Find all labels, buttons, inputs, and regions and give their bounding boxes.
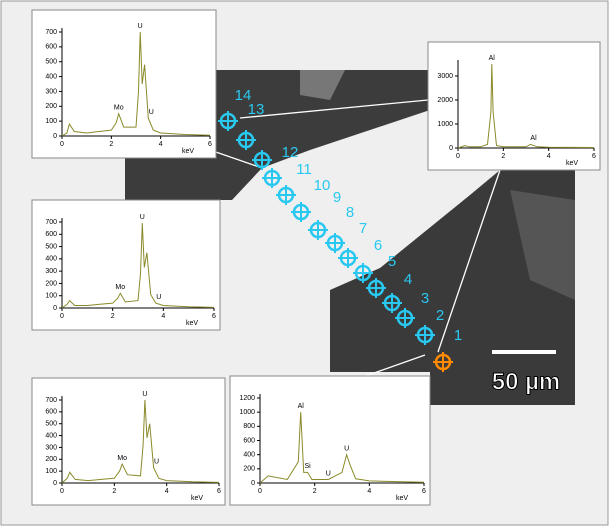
point-label: 8 <box>346 204 354 221</box>
point-label: 1 <box>454 327 462 344</box>
figure: 1234567891011121314 50 µm 01002003004005… <box>0 0 610 527</box>
peak-label: U <box>154 458 159 465</box>
peak-label: Mo <box>114 105 124 112</box>
peak-label: U <box>149 109 154 116</box>
x-tick-label: 6 <box>592 153 596 160</box>
x-axis-label: keV <box>191 495 203 502</box>
peak-label: U <box>140 214 145 221</box>
y-tick-label: 500 <box>45 59 57 66</box>
x-axis-label: keV <box>182 148 194 155</box>
y-tick-label: 700 <box>45 397 57 404</box>
y-tick-label: 600 <box>45 231 57 238</box>
chart-panel <box>32 378 225 505</box>
y-tick-label: 100 <box>45 293 57 300</box>
peak-label: Mo <box>115 284 125 291</box>
peak-label: Al <box>298 403 305 410</box>
x-axis-label: keV <box>566 160 578 167</box>
peak-label: U <box>138 23 143 30</box>
x-tick-label: 4 <box>165 488 169 495</box>
y-tick-label: 300 <box>45 268 57 275</box>
point-label: 6 <box>374 237 382 254</box>
x-tick-label: 4 <box>547 153 551 160</box>
peak-label: Al <box>489 55 496 62</box>
x-tick-label: 6 <box>422 488 426 495</box>
y-tick-label: 400 <box>45 73 57 80</box>
x-tick-label: 0 <box>60 313 64 320</box>
peak-label: U <box>142 391 147 398</box>
y-tick-label: 700 <box>45 29 57 36</box>
peak-label: Al <box>530 135 537 142</box>
y-tick-label: 700 <box>45 219 57 226</box>
y-tick-label: 1200 <box>239 395 255 402</box>
y-tick-label: 400 <box>243 452 255 459</box>
x-axis-label: keV <box>186 320 198 327</box>
x-tick-label: 0 <box>456 153 460 160</box>
y-tick-label: 0 <box>449 145 453 152</box>
spectrum-chart: 0 100 200 300 400 500 600 700 0 2 4 6 keV U Mo U <box>32 200 220 330</box>
x-tick-label: 4 <box>159 141 163 148</box>
y-tick-label: 100 <box>45 118 57 125</box>
x-axis-label: keV <box>396 495 408 502</box>
y-tick-label: 100 <box>45 468 57 475</box>
y-tick-label: 0 <box>53 305 57 312</box>
x-tick-label: 4 <box>367 488 371 495</box>
y-tick-label: 3000 <box>437 73 453 80</box>
peak-label: U <box>326 470 331 477</box>
x-tick-label: 6 <box>217 488 221 495</box>
point-label: 14 <box>235 87 252 104</box>
spectrum-chart: 0 100 200 300 400 500 600 700 0 2 4 6 keV U Mo U <box>32 378 225 505</box>
y-tick-label: 600 <box>45 44 57 51</box>
y-tick-label: 0 <box>251 480 255 487</box>
y-tick-label: 1000 <box>437 121 453 128</box>
x-tick-label: 0 <box>60 141 64 148</box>
y-tick-label: 0 <box>53 480 57 487</box>
chart-panel <box>428 42 600 170</box>
y-tick-label: 200 <box>45 280 57 287</box>
chart-panel <box>32 200 220 330</box>
peak-label: Si <box>304 463 311 470</box>
x-tick-label: 2 <box>109 141 113 148</box>
spectrum-chart: 0 100 200 300 400 500 600 700 0 2 4 6 keV U Mo U <box>32 10 216 158</box>
point-label: 9 <box>333 189 341 206</box>
x-tick-label: 6 <box>212 313 216 320</box>
y-tick-label: 600 <box>243 437 255 444</box>
peak-label: Mo <box>117 455 127 462</box>
point-label: 3 <box>421 290 429 307</box>
y-tick-label: 600 <box>45 409 57 416</box>
peak-label: U <box>344 446 349 453</box>
y-tick-label: 0 <box>53 133 57 140</box>
y-tick-label: 400 <box>45 256 57 263</box>
y-tick-label: 200 <box>45 456 57 463</box>
y-tick-label: 400 <box>45 432 57 439</box>
point-label: 2 <box>436 307 444 324</box>
point-label: 4 <box>404 271 412 288</box>
scale-label: 50 µm <box>492 368 561 395</box>
point-label: 5 <box>388 253 396 270</box>
y-tick-label: 300 <box>45 88 57 95</box>
y-tick-label: 300 <box>45 444 57 451</box>
spectrum-chart: 0 1000 2000 3000 0 2 4 6 keV Al Al <box>428 42 600 170</box>
x-tick-label: 0 <box>258 488 262 495</box>
y-tick-label: 500 <box>45 243 57 250</box>
x-tick-label: 2 <box>501 153 505 160</box>
spectrum-chart: 0 200 400 600 800 1000 1200 0 2 4 6 keV Al Si U U <box>230 376 430 505</box>
point-label: 11 <box>296 161 312 178</box>
x-tick-label: 6 <box>208 141 212 148</box>
x-tick-label: 2 <box>112 488 116 495</box>
x-tick-label: 2 <box>313 488 317 495</box>
x-tick-label: 4 <box>161 313 165 320</box>
y-tick-label: 200 <box>45 103 57 110</box>
y-tick-label: 800 <box>243 423 255 430</box>
y-tick-label: 200 <box>243 466 255 473</box>
y-tick-label: 1000 <box>239 409 255 416</box>
peak-label: U <box>156 294 161 301</box>
y-tick-label: 500 <box>45 421 57 428</box>
point-label: 7 <box>359 220 367 237</box>
x-tick-label: 2 <box>111 313 115 320</box>
point-label: 10 <box>314 177 331 194</box>
x-tick-label: 0 <box>60 488 64 495</box>
y-tick-label: 2000 <box>437 97 453 104</box>
point-label: 12 <box>282 144 299 161</box>
